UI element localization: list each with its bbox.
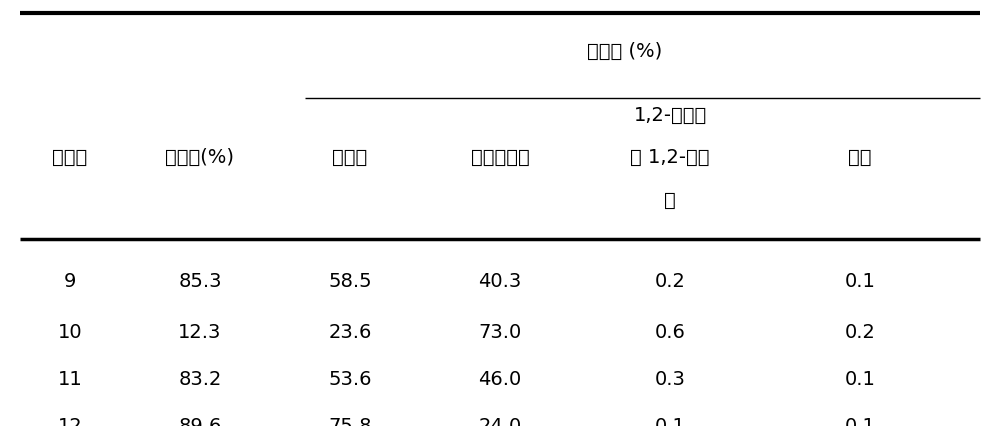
Text: 89.6: 89.6: [178, 417, 222, 426]
Text: 83.2: 83.2: [178, 370, 222, 389]
Text: 选择性 (%): 选择性 (%): [587, 42, 663, 60]
Text: 实施例: 实施例: [52, 148, 88, 167]
Text: 0.2: 0.2: [845, 323, 875, 342]
Text: 0.2: 0.2: [655, 272, 685, 291]
Text: 23.6: 23.6: [328, 323, 372, 342]
Text: 乙二醇: 乙二醇: [332, 148, 368, 167]
Text: 53.6: 53.6: [328, 370, 372, 389]
Text: 0.6: 0.6: [655, 323, 685, 342]
Text: 乙醇: 乙醇: [848, 148, 872, 167]
Text: 0.1: 0.1: [845, 272, 875, 291]
Text: 73.0: 73.0: [478, 323, 522, 342]
Text: 40.3: 40.3: [478, 272, 522, 291]
Text: 58.5: 58.5: [328, 272, 372, 291]
Text: 9: 9: [64, 272, 76, 291]
Text: 1,2-丁二醇: 1,2-丁二醇: [633, 106, 707, 124]
Text: 85.3: 85.3: [178, 272, 222, 291]
Text: 10: 10: [58, 323, 82, 342]
Text: 醇: 醇: [664, 191, 676, 210]
Text: 24.0: 24.0: [478, 417, 522, 426]
Text: 0.1: 0.1: [845, 417, 875, 426]
Text: 乙醇酸甲酯: 乙醇酸甲酯: [471, 148, 529, 167]
Text: 75.8: 75.8: [328, 417, 372, 426]
Text: 12: 12: [58, 417, 82, 426]
Text: 46.0: 46.0: [478, 370, 522, 389]
Text: 和 1,2-丙二: 和 1,2-丙二: [630, 148, 710, 167]
Text: 11: 11: [58, 370, 82, 389]
Text: 0.3: 0.3: [655, 370, 685, 389]
Text: 0.1: 0.1: [845, 370, 875, 389]
Text: 0.1: 0.1: [655, 417, 685, 426]
Text: 转化率(%): 转化率(%): [166, 148, 234, 167]
Text: 12.3: 12.3: [178, 323, 222, 342]
